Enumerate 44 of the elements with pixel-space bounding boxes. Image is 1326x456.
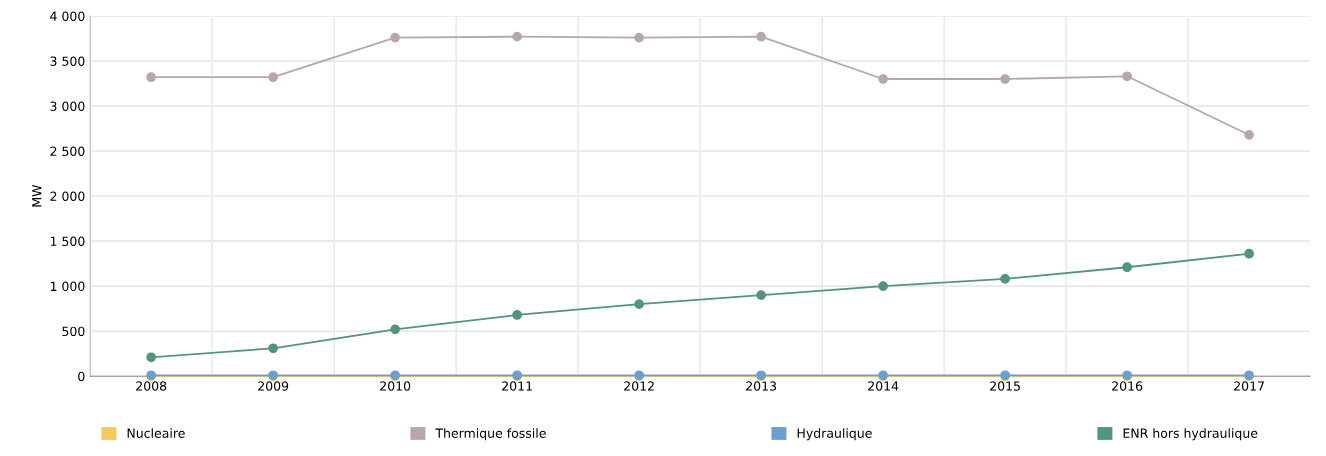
point	[146, 352, 157, 363]
point	[146, 72, 157, 83]
point	[634, 32, 644, 43]
y-tick-label: 0	[78, 371, 85, 382]
y-tick-label: 500	[62, 326, 85, 337]
y-axis-title: MW	[32, 184, 42, 207]
point	[512, 31, 523, 42]
point	[268, 343, 279, 354]
y-tick-label: 1 500	[50, 236, 85, 247]
point	[1122, 71, 1132, 82]
point	[756, 290, 766, 301]
point	[390, 32, 401, 43]
point	[634, 299, 644, 310]
x-tick-label: 2012	[624, 381, 654, 391]
point	[1000, 274, 1010, 284]
point	[1244, 248, 1254, 259]
x-tick-label: 2013	[746, 381, 777, 391]
legend-label: Nucleaire	[127, 428, 185, 438]
y-tick-label: 3 000	[50, 101, 85, 111]
point	[1122, 262, 1132, 273]
x-tick-label: 2008	[136, 381, 167, 391]
x-tick-label: 2010	[380, 381, 411, 391]
point	[512, 310, 523, 320]
point	[756, 31, 766, 42]
y-tick-label: 3 500	[50, 56, 85, 66]
x-tick-label: 2014	[868, 381, 899, 391]
x-tick-label: 2009	[258, 381, 289, 391]
x-tick-label: 2015	[990, 381, 1020, 391]
legend-label: Hydraulique	[797, 428, 872, 441]
y-tick-label: 1 000	[50, 281, 85, 292]
point	[1244, 129, 1254, 140]
x-tick-label: 2017	[1234, 381, 1264, 391]
point	[268, 72, 279, 83]
point	[390, 324, 401, 335]
x-tick-label: 2016	[1112, 381, 1143, 391]
point	[878, 74, 888, 84]
legend-label: Thermique fossile	[435, 428, 546, 441]
y-tick-label: 4 000	[50, 11, 85, 21]
point	[878, 281, 888, 292]
point	[1000, 74, 1010, 84]
legend-label: ENR hors hydraulique	[1123, 428, 1258, 441]
y-tick-label: 2 000	[50, 191, 85, 202]
y-tick-label: 2 500	[50, 146, 85, 156]
x-tick-label: 2011	[502, 381, 532, 391]
